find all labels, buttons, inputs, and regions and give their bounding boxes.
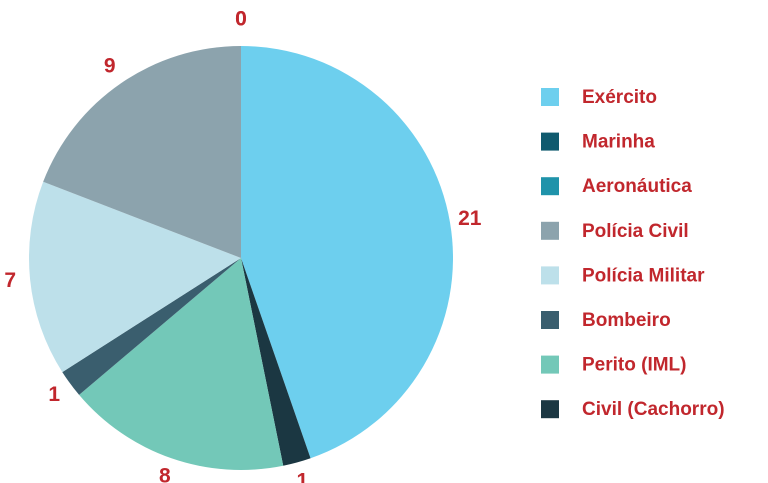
legend-swatch bbox=[541, 221, 559, 240]
legend-label: Bombeiro bbox=[582, 310, 671, 331]
pie-slice bbox=[43, 46, 241, 258]
legend-swatch bbox=[541, 400, 559, 419]
data-label: 9 bbox=[104, 54, 116, 77]
data-label: 1 bbox=[296, 469, 308, 483]
pie-slice bbox=[241, 258, 311, 466]
legend-label: Perito (IML) bbox=[582, 355, 687, 376]
legend-swatch bbox=[541, 355, 559, 374]
data-label: 7 bbox=[4, 269, 16, 292]
legend-label: Civil (Cachorro) bbox=[582, 399, 725, 420]
pie-slice bbox=[62, 258, 241, 395]
legend-swatch bbox=[541, 311, 559, 329]
pie-slice bbox=[28, 181, 241, 373]
legend-swatch bbox=[541, 132, 559, 151]
data-label: 1 bbox=[48, 383, 60, 406]
data-label: 0 bbox=[235, 8, 247, 31]
legend-swatch bbox=[541, 88, 559, 106]
pie-slice bbox=[241, 46, 453, 459]
legend-label: Marinha bbox=[582, 132, 655, 153]
data-label: 21 bbox=[458, 207, 482, 230]
legend-label: Aeronáutica bbox=[582, 176, 692, 197]
legend-swatch bbox=[541, 266, 559, 285]
legend-label: Exército bbox=[582, 87, 657, 108]
legend-label: Polícia Civil bbox=[582, 221, 689, 242]
pie-slice bbox=[79, 258, 284, 470]
data-label: 0 bbox=[235, 8, 247, 31]
legend-label: Polícia Militar bbox=[582, 265, 705, 286]
legend-swatch bbox=[541, 177, 559, 196]
data-label: 8 bbox=[159, 465, 171, 483]
